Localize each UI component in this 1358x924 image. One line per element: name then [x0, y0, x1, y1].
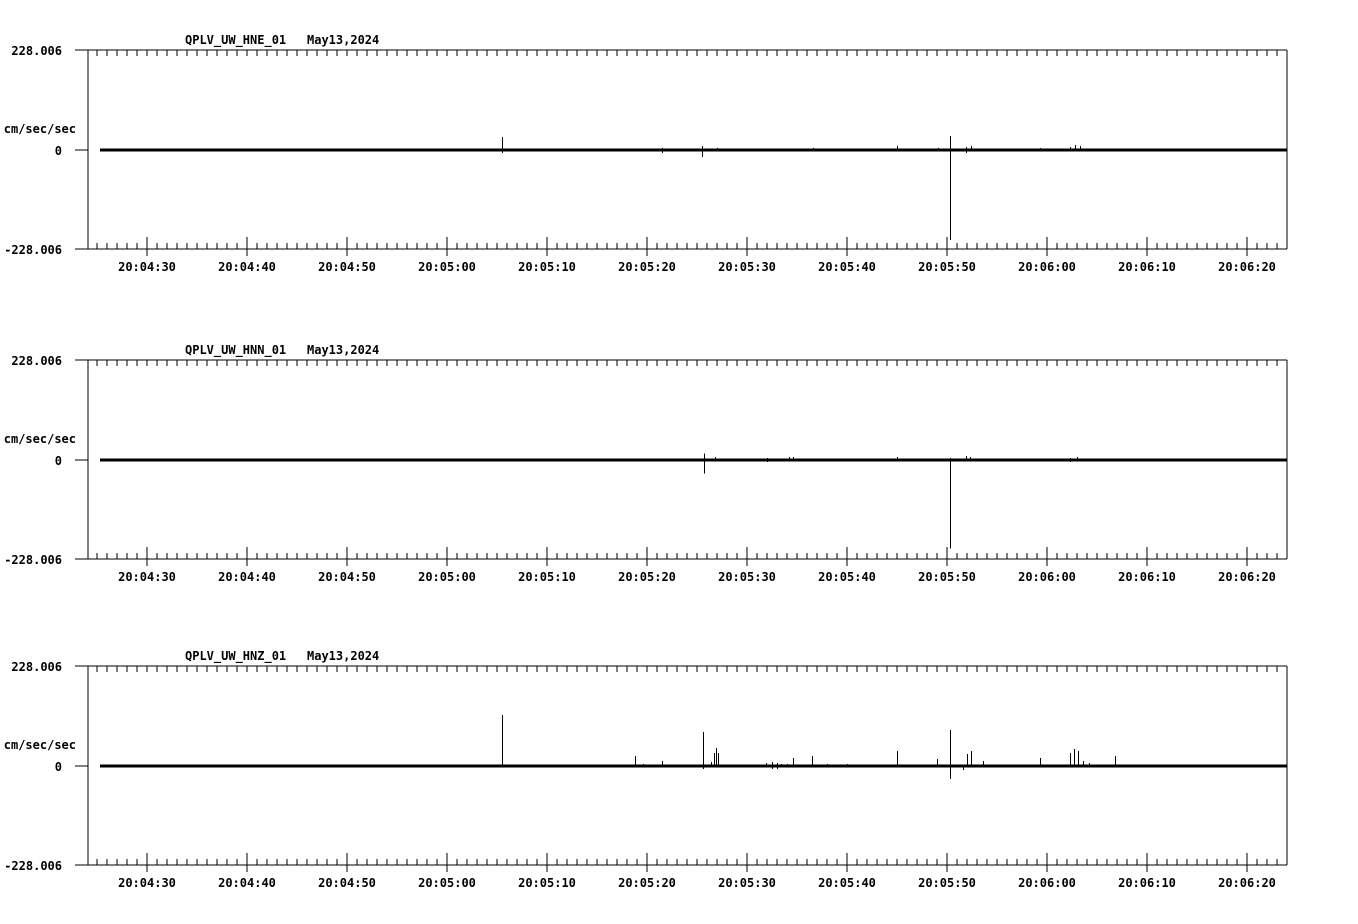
panel-title: QPLV_UW_HNE_01: [185, 33, 286, 48]
x-tick-label: 20:04:40: [218, 570, 276, 584]
x-tick-label: 20:05:00: [418, 570, 476, 584]
x-tick-label: 20:05:50: [918, 876, 976, 890]
x-tick-label: 20:06:10: [1118, 260, 1176, 274]
y-tick-label-max: 228.006: [11, 44, 62, 58]
x-tick-label: 20:04:40: [218, 876, 276, 890]
x-tick-labels: 20:04:30 20:04:40 20:04:50 20:05:00 20:05:10…: [118, 570, 1276, 584]
y-tick-label-min: -228.006: [4, 243, 62, 257]
panel-date: May13,2024: [307, 343, 379, 357]
x-tick-label: 20:05:40: [818, 876, 876, 890]
y-tick-label-zero: 0: [55, 454, 62, 468]
y-axis-units-label: cm/sec/sec: [4, 432, 76, 446]
x-tick-label: 20:05:50: [918, 570, 976, 584]
y-axis-units-label: cm/sec/sec: [4, 122, 76, 136]
x-tick-label: 20:05:50: [918, 260, 976, 274]
x-tick-label: 20:06:20: [1218, 570, 1276, 584]
x-tick-label: 20:05:30: [718, 260, 776, 274]
y-tick-label-min: -228.006: [4, 859, 62, 873]
x-tick-label: 20:05:40: [818, 570, 876, 584]
x-tick-label: 20:06:20: [1218, 876, 1276, 890]
x-tick-label: 20:04:50: [318, 570, 376, 584]
x-tick-label: 20:05:40: [818, 260, 876, 274]
tick-marks: [96, 360, 1278, 566]
x-tick-label: 20:04:50: [318, 876, 376, 890]
x-tick-label: 20:05:00: [418, 260, 476, 274]
x-tick-label: 20:06:00: [1018, 570, 1076, 584]
waveform-plot-hnn: 20:04:30 20:04:40 20:04:50 20:05:00 20:05:10…: [4, 343, 1288, 584]
y-axis-units-label: cm/sec/sec: [4, 738, 76, 752]
x-tick-label: 20:05:10: [518, 570, 576, 584]
x-tick-label: 20:05:10: [518, 260, 576, 274]
x-tick-label: 20:05:30: [718, 876, 776, 890]
x-tick-labels: 20:04:30 20:04:40 20:04:50 20:05:00 20:05:10…: [118, 260, 1276, 274]
y-tick-label-max: 228.006: [11, 660, 62, 674]
x-tick-label: 20:06:10: [1118, 876, 1176, 890]
x-tick-label: 20:05:10: [518, 876, 576, 890]
x-tick-label: 20:06:00: [1018, 260, 1076, 274]
x-tick-label: 20:04:50: [318, 260, 376, 274]
y-tick-label-zero: 0: [55, 760, 62, 774]
panel-title: QPLV_UW_HNZ_01: [185, 649, 286, 664]
x-tick-label: 20:05:20: [618, 570, 676, 584]
waveform-spikes: [502, 453, 1078, 549]
x-tick-label: 20:05:30: [718, 570, 776, 584]
x-tick-label: 20:04:30: [118, 876, 176, 890]
x-tick-label: 20:05:00: [418, 876, 476, 890]
waveform-plot-hne: 20:04:30 20:04:40 20:04:50 20:05:00 20:05:10…: [4, 33, 1288, 274]
x-tick-label: 20:06:10: [1118, 570, 1176, 584]
x-tick-label: 20:04:30: [118, 260, 176, 274]
x-tick-label: 20:05:20: [618, 260, 676, 274]
tick-marks: [96, 50, 1278, 256]
waveform-spikes: [502, 715, 1116, 780]
waveform-panel-hnn: 20:04:30 20:04:40 20:04:50 20:05:00 20:05:10…: [0, 308, 1358, 616]
x-tick-labels: 20:04:30 20:04:40 20:04:50 20:05:00 20:05:10…: [118, 876, 1276, 890]
tick-marks: [96, 666, 1278, 872]
panel-date: May13,2024: [307, 33, 379, 47]
y-tick-label-zero: 0: [55, 144, 62, 158]
waveform-spikes: [502, 135, 1081, 240]
x-tick-label: 20:04:40: [218, 260, 276, 274]
y-tick-label-min: -228.006: [4, 553, 62, 567]
waveform-panel-hne: 20:04:30 20:04:40 20:04:50 20:05:00 20:05:10…: [0, 0, 1358, 308]
x-tick-label: 20:05:20: [618, 876, 676, 890]
panel-title: QPLV_UW_HNN_01: [185, 343, 286, 358]
waveform-plot-hnz: 20:04:30 20:04:40 20:04:50 20:05:00 20:05:10…: [4, 649, 1288, 890]
x-tick-label: 20:06:00: [1018, 876, 1076, 890]
waveform-panel-hnz: 20:04:30 20:04:40 20:04:50 20:05:00 20:05:10…: [0, 616, 1358, 924]
x-tick-label: 20:04:30: [118, 570, 176, 584]
x-tick-label: 20:06:20: [1218, 260, 1276, 274]
y-tick-label-max: 228.006: [11, 354, 62, 368]
panel-date: May13,2024: [307, 649, 379, 663]
